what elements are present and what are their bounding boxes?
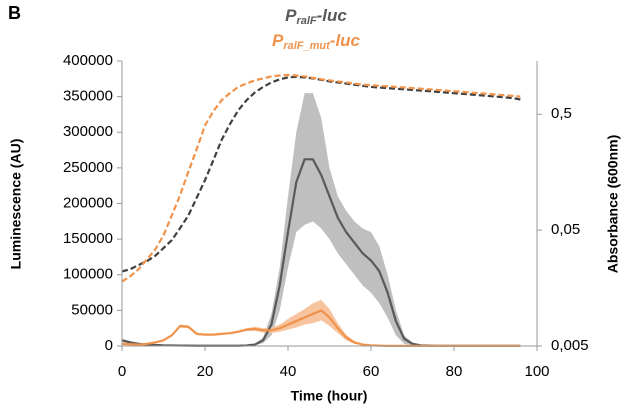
- legend-text: -luc: [330, 31, 361, 50]
- legend-text: ralF: [296, 15, 316, 27]
- y2-tick-label: 0,05: [551, 221, 580, 238]
- y-tick-label: 100000: [63, 266, 113, 283]
- error-band: [122, 93, 521, 346]
- error-band: [122, 299, 521, 346]
- y-tick-label: 350000: [63, 88, 113, 105]
- legend-text: P: [285, 6, 297, 25]
- legend-text: -luc: [317, 6, 348, 25]
- x-tick-label: 80: [446, 363, 463, 380]
- x-tick-label: 100: [524, 363, 549, 380]
- legend-text: P: [272, 31, 284, 50]
- legend-text: ralF_mut: [283, 40, 331, 52]
- legend-entry: PralF-luc: [285, 6, 347, 26]
- x-tick-label: 20: [197, 363, 214, 380]
- y-axis-label: Luminescence (AU): [8, 139, 24, 270]
- y-tick-label: 300000: [63, 123, 113, 140]
- legend-entry: PralF_mut-luc: [272, 31, 361, 51]
- x-tick-label: 0: [118, 363, 126, 380]
- y2-tick-label: 0,005: [551, 337, 589, 354]
- y-tick-label: 0: [105, 337, 113, 354]
- y-tick-label: 400000: [63, 52, 113, 69]
- x-tick-label: 40: [280, 363, 297, 380]
- y-tick-label: 200000: [63, 194, 113, 211]
- y2-tick-label: 0,5: [551, 105, 572, 122]
- x-axis-label: Time (hour): [291, 388, 368, 404]
- y-tick-label: 50000: [71, 301, 113, 318]
- y-tick-label: 250000: [63, 159, 113, 176]
- x-tick-label: 60: [363, 363, 380, 380]
- y2-axis-label: Absorbance (600nm): [605, 135, 621, 273]
- y-tick-label: 150000: [63, 230, 113, 247]
- absorbance-line: [121, 73, 521, 283]
- panel-label: B: [8, 3, 21, 23]
